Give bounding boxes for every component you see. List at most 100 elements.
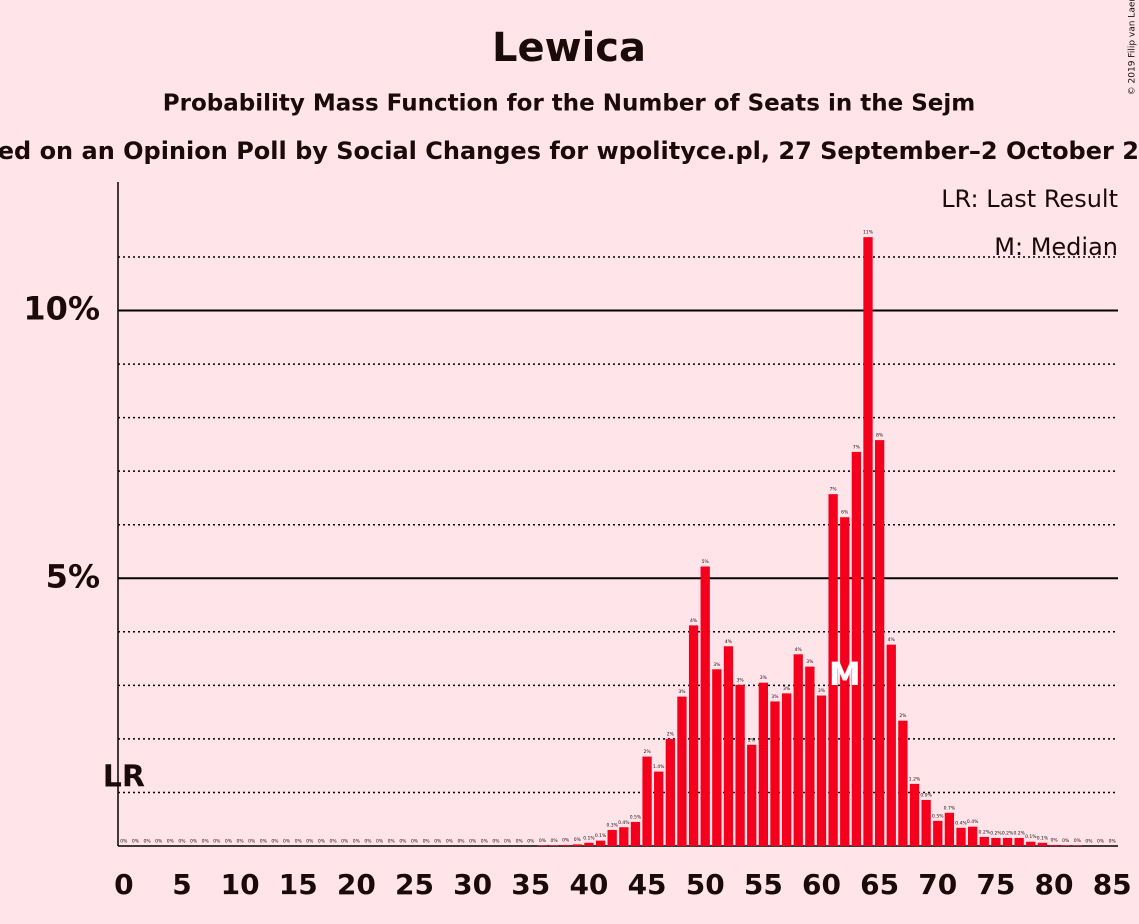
value-label: 0%: [399, 839, 407, 845]
median-marker: M: [829, 655, 861, 693]
bar: [921, 799, 931, 846]
value-label: 0%: [550, 838, 558, 844]
value-label: 0.7%: [944, 805, 956, 811]
value-label: 0.1%: [595, 833, 607, 839]
bar: [851, 451, 862, 846]
value-label: 4%: [795, 647, 803, 653]
value-label: 3%: [806, 659, 814, 665]
value-label: 0%: [1074, 838, 1082, 844]
value-label: 0%: [155, 839, 163, 845]
value-label: 0.1%: [1025, 834, 1037, 840]
bar: [956, 827, 966, 846]
value-label: 0%: [306, 839, 314, 845]
value-label: 0%: [574, 837, 582, 843]
last-result-marker: LR: [103, 760, 145, 795]
bar: [770, 701, 780, 846]
bar: [584, 842, 594, 846]
bar: [712, 669, 722, 846]
bar: [991, 837, 1001, 846]
copyright: © 2019 Filip van Laenen: [1128, 0, 1138, 95]
bar: [642, 756, 652, 846]
value-label: 7%: [853, 444, 861, 450]
value-label: 0%: [364, 839, 372, 845]
value-label: 0%: [516, 839, 524, 845]
value-label: 0%: [190, 839, 198, 845]
value-label: 3%: [771, 694, 779, 700]
bar: [886, 644, 896, 846]
bar: [968, 826, 978, 846]
value-label: 0%: [527, 839, 535, 845]
value-label: 0%: [481, 839, 489, 845]
value-label: 0%: [283, 839, 291, 845]
bar: [758, 682, 768, 846]
value-label: 0.1%: [583, 835, 595, 841]
x-tick-label: 25: [395, 868, 434, 901]
bar: [630, 821, 641, 846]
value-label: 0%: [1109, 839, 1117, 845]
value-label: 0.3%: [606, 822, 618, 828]
bar: [595, 840, 606, 846]
bar: [1037, 842, 1048, 846]
value-label: 0.2%: [979, 829, 991, 835]
value-label: 0%: [423, 839, 431, 845]
value-label: 5%: [702, 559, 710, 565]
value-label: 4%: [690, 618, 698, 624]
value-label: 3%: [818, 688, 826, 694]
x-tick-label: 60: [802, 868, 841, 901]
value-label: 0%: [167, 839, 175, 845]
value-label: 1.2%: [909, 776, 921, 782]
value-label: 2%: [748, 737, 756, 743]
x-tick-label: 55: [744, 868, 783, 901]
chart-subtitle: Probability Mass Function for the Number…: [163, 91, 975, 117]
value-label: 0%: [248, 839, 256, 845]
bar: [828, 494, 838, 846]
value-label: 0%: [1050, 837, 1058, 843]
x-tick-label: 85: [1093, 868, 1132, 901]
value-label: 0%: [225, 839, 233, 845]
bar: [619, 827, 629, 846]
x-tick-label: 65: [860, 868, 899, 901]
bar: [688, 625, 699, 846]
value-label: 0%: [492, 839, 500, 845]
value-label: 0%: [143, 839, 151, 845]
value-label: 0.4%: [618, 820, 630, 826]
value-label: 3%: [737, 677, 745, 683]
value-label: 0.1%: [1037, 835, 1049, 841]
bar: [805, 666, 815, 846]
bar: [863, 237, 873, 846]
bar: [561, 844, 571, 846]
value-label: 11%: [863, 230, 874, 236]
value-label: 0%: [376, 839, 384, 845]
value-label: 0.2%: [1002, 830, 1014, 836]
x-tick-label: 15: [279, 868, 318, 901]
value-label: 0%: [434, 839, 442, 845]
x-tick-label: 30: [453, 868, 492, 901]
value-label: 3%: [713, 662, 721, 668]
x-tick-label: 20: [337, 868, 376, 901]
bar: [1072, 845, 1082, 846]
x-tick-label: 45: [628, 868, 667, 901]
bar: [1014, 837, 1024, 846]
value-label: 0.2%: [1013, 830, 1025, 836]
legend-item: LR: Last Result: [941, 185, 1118, 213]
bar: [1061, 845, 1071, 846]
value-label: 3%: [783, 686, 791, 692]
x-tick-label: 10: [221, 868, 260, 901]
value-label: 0%: [202, 839, 210, 845]
x-tick-label: 35: [511, 868, 550, 901]
bar: [909, 783, 920, 846]
value-label: 0%: [295, 839, 303, 845]
bar: [793, 654, 803, 846]
bar: [677, 696, 687, 846]
value-label: 0%: [237, 839, 245, 845]
value-label: 0.5%: [630, 814, 642, 820]
value-label: 0%: [353, 839, 361, 845]
value-label: 0%: [1097, 839, 1105, 845]
bar: [654, 771, 664, 846]
y-tick-label: 5%: [46, 557, 100, 595]
value-label: 0.4%: [967, 819, 979, 825]
bar: [898, 720, 908, 846]
value-label: 0.9%: [920, 792, 932, 798]
value-label: 1.4%: [653, 764, 665, 770]
